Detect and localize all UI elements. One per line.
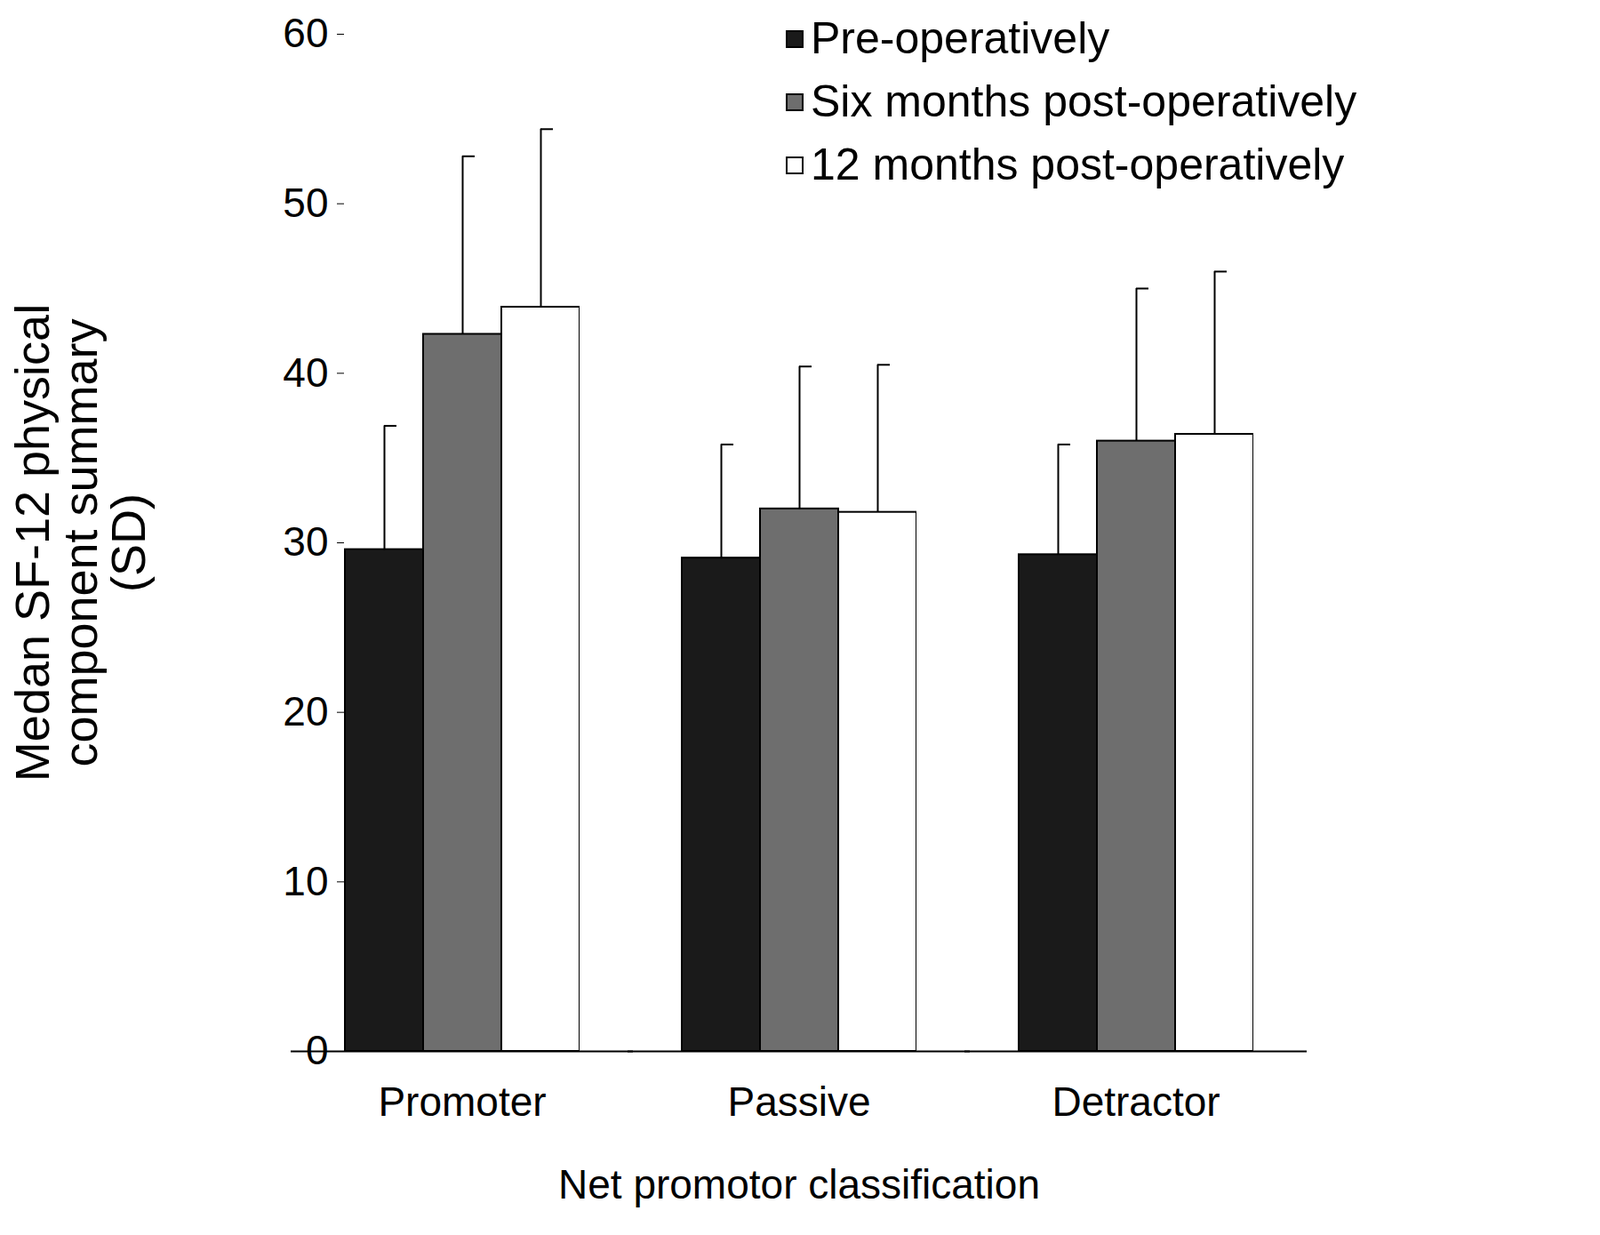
svg-text:40: 40 [282, 349, 328, 396]
svg-text:Medan SF-12 physicalcomponent: Medan SF-12 physicalcomponent summary(SD… [5, 304, 155, 782]
svg-text:30: 30 [282, 518, 328, 565]
svg-text:0: 0 [305, 1026, 329, 1073]
svg-text:20: 20 [282, 688, 328, 735]
svg-text:Passive: Passive [727, 1078, 871, 1125]
svg-text:60: 60 [282, 9, 328, 56]
html-text:Six months post-operatively: Six months post-operatively [810, 76, 1357, 127]
svg-text:Net promotor classification: Net promotor classification [558, 1160, 1040, 1208]
svg-text:Detractor: Detractor [1051, 1078, 1220, 1125]
svg-text:10: 10 [282, 857, 328, 904]
svg-text:50: 50 [282, 179, 328, 226]
svg-text:Promoter: Promoter [377, 1078, 546, 1125]
html-text:Pre-operatively: Pre-operatively [810, 13, 1110, 64]
html-text:12 months post-operatively: 12 months post-operatively [810, 139, 1345, 190]
